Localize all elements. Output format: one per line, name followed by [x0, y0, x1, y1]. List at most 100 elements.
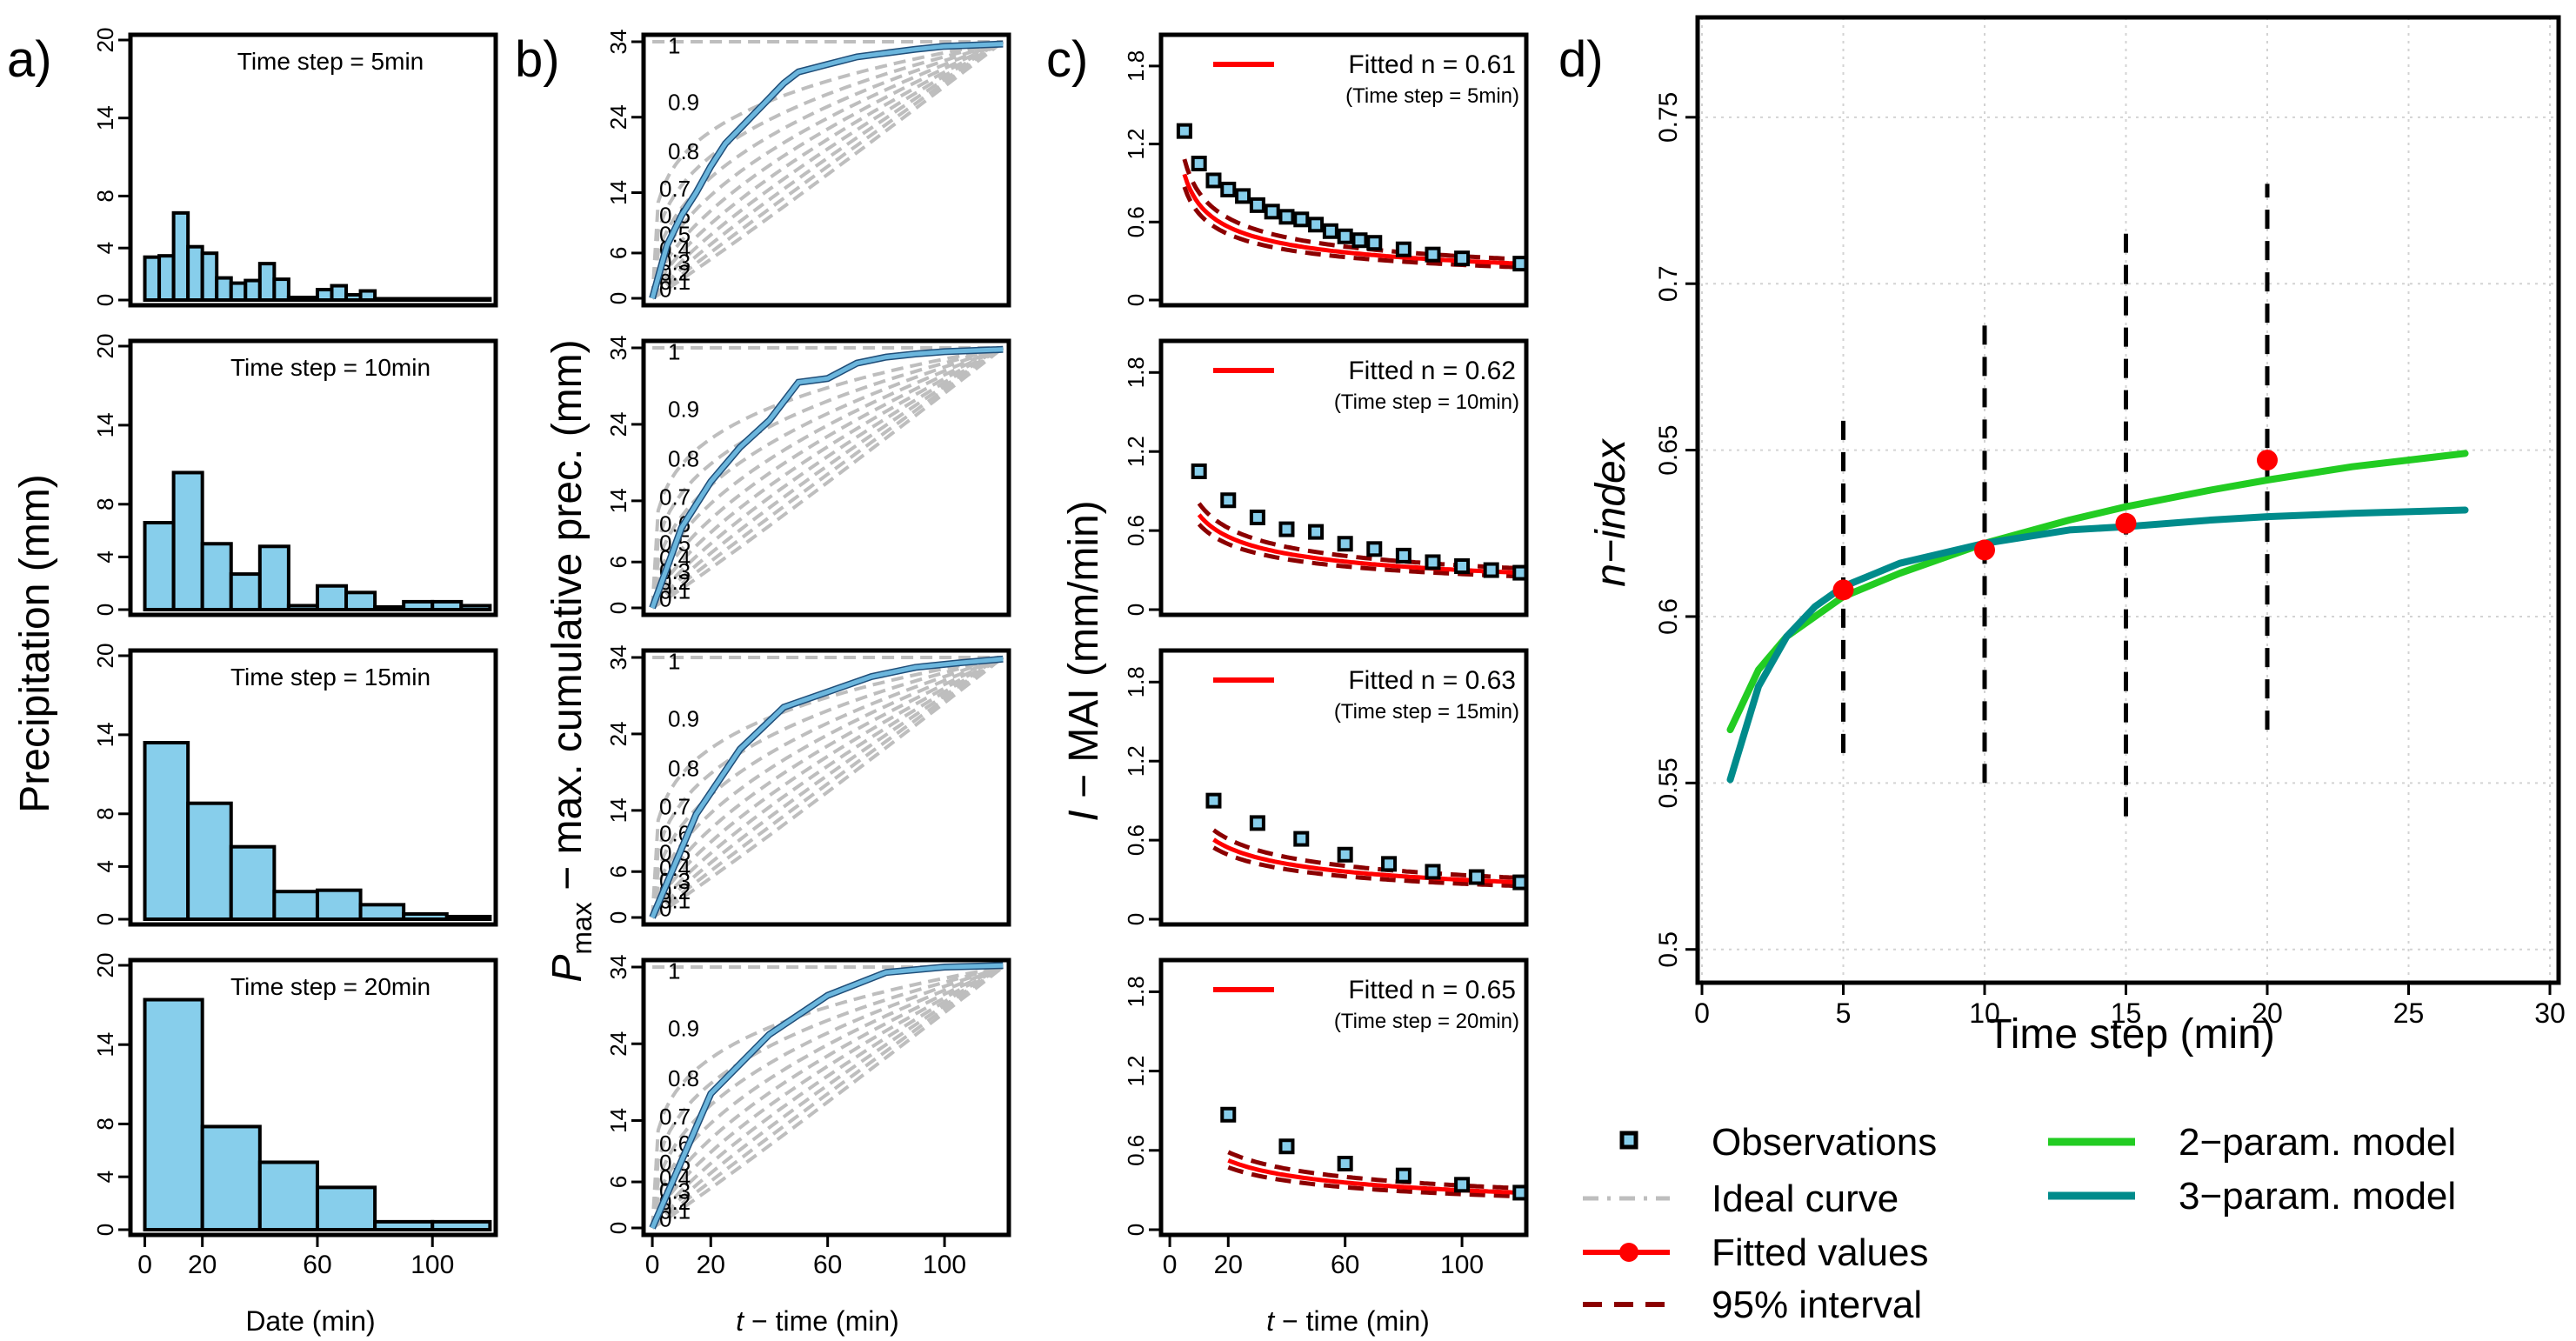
observation-point	[1381, 856, 1398, 872]
panel-b-ytick-label: 6	[605, 556, 631, 568]
ideal-curve-label: 1	[668, 338, 680, 364]
panel-d-xtick-label: 20	[2252, 997, 2283, 1029]
legend-fitted-label: Fitted values	[1712, 1231, 1928, 1274]
panel-d-xtick-label: 10	[1969, 997, 2000, 1029]
panel-b-xtick-label: 60	[813, 1251, 842, 1279]
panel-b-ytick-label: 0	[605, 1222, 631, 1234]
ideal-curve	[651, 965, 1004, 1230]
observed-curve	[650, 963, 1004, 1229]
histogram-bar	[200, 1124, 262, 1231]
panel-c-legend-label: Fitted n = 0.63	[1348, 666, 1516, 695]
ideal-curve-label: 0.8	[668, 138, 699, 164]
panel-a-ytick-label: 20	[92, 334, 118, 359]
observed-curve	[650, 42, 1004, 299]
panel-c-ytick-label: 1.2	[1123, 436, 1149, 467]
panel-c-xlabel: t − time (min)	[1266, 1305, 1430, 1337]
observation-point	[1366, 235, 1383, 251]
panel-b-ytick-label: 24	[605, 411, 631, 437]
observation-point	[1205, 792, 1222, 809]
panel-b-ytick-label: 0	[605, 292, 631, 304]
observed-curve	[650, 347, 1004, 609]
panel-a-ytick-label: 0	[92, 294, 118, 306]
panel-b-ylabel-sub: max	[566, 902, 597, 954]
observation-point	[1264, 203, 1280, 220]
panel-a-frame	[128, 338, 498, 617]
panel-c-ylabel-text: MAI (mm/min)	[1061, 500, 1107, 762]
histogram-bar	[315, 288, 334, 303]
panel-c-ytick-label: 1.8	[1123, 50, 1149, 82]
panel-label-d: d)	[1558, 31, 1604, 88]
ideal-curve	[651, 656, 1004, 919]
panel-c-plot-area	[1205, 792, 1526, 891]
panel-a-ytick-label: 14	[92, 722, 118, 747]
ideal-curve	[651, 346, 1004, 609]
panel-b-xtick-label: 20	[697, 1251, 725, 1279]
fitted-curve	[1227, 1158, 1521, 1195]
panel-b-ytick-label: 6	[605, 865, 631, 877]
ideal-curve-label: 1	[668, 648, 680, 674]
interval-upper	[1197, 502, 1521, 570]
legend-2param-label: 2−param. model	[2179, 1121, 2456, 1164]
ideal-curve-label: 1	[668, 32, 680, 58]
histogram-bar	[402, 297, 420, 303]
histogram-bar	[444, 297, 464, 303]
fitted-value-point	[2115, 512, 2137, 534]
panel-label-c: c)	[1046, 31, 1088, 88]
ideal-curve	[651, 656, 1004, 918]
ideal-curve	[651, 346, 1004, 610]
panel-c-frame	[1158, 957, 1529, 1238]
legend-ideal-label: Ideal curve	[1712, 1178, 1899, 1220]
panel-d-ytick-label: 0.75	[1654, 92, 1683, 143]
histogram-bar	[387, 297, 406, 303]
ideal-curve	[651, 40, 1004, 299]
fitted-value-point	[2257, 450, 2278, 471]
panel-d-ytick-label: 0.7	[1654, 265, 1683, 302]
observation-point	[1337, 1156, 1353, 1171]
ideal-curve-label: 0	[659, 585, 671, 611]
histogram-bar	[143, 255, 162, 303]
observation-point	[1483, 562, 1499, 578]
panel-a-ytick-label: 20	[92, 953, 118, 978]
panel-c-legend-note: (Time step = 15min)	[1334, 700, 1519, 724]
histogram-bar	[373, 604, 406, 611]
panel-a-ytick-label: 8	[92, 190, 118, 202]
panel-a-ytick-label: 20	[92, 28, 118, 53]
interval-lower	[1212, 845, 1521, 889]
panel-b-ylabel: Pmax − max. cumulative prec. (mm)	[544, 339, 597, 982]
histogram-bar	[244, 278, 262, 303]
panel-a-xtick-label: 20	[188, 1251, 217, 1279]
ideal-curve-label: 0.9	[668, 705, 699, 731]
panel-d-xtick-label: 5	[1836, 997, 1852, 1029]
panel-c-frame	[1158, 648, 1529, 927]
ideal-curve	[651, 40, 1004, 299]
panel-a-ytick-label: 4	[92, 550, 118, 563]
panel-b-ytick-label: 34	[605, 955, 631, 980]
histogram-bar	[257, 544, 290, 612]
panel-c-legend-label: Fitted n = 0.61	[1348, 50, 1516, 79]
ideal-curve	[651, 656, 1004, 918]
ideal-curve	[651, 40, 1004, 300]
interval-lower	[1227, 1164, 1521, 1199]
panel-c-legend-label: Fitted n = 0.62	[1348, 357, 1516, 385]
observation-point	[1278, 1138, 1295, 1155]
panel-d-xtick-label: 25	[2393, 997, 2425, 1029]
ideal-curve	[651, 965, 1004, 1229]
histogram-bar	[315, 1185, 377, 1231]
panel-b-ytick-label: 6	[605, 1176, 631, 1188]
observation-point	[1337, 846, 1353, 863]
ideal-curve-label: 0	[659, 277, 671, 303]
panel-c-legend-note: (Time step = 5min)	[1345, 84, 1519, 108]
panel-a-ytick-label: 14	[92, 412, 118, 437]
observation-point	[1220, 181, 1237, 197]
observation-point	[1176, 123, 1192, 139]
panel-c-plot-area	[1220, 1106, 1526, 1201]
histogram-bar	[430, 297, 449, 303]
observation-point	[1468, 869, 1485, 885]
histogram-bar	[143, 997, 204, 1232]
panel-a-ytick-label: 20	[92, 644, 118, 669]
ideal-curve-label: 0.7	[659, 1104, 691, 1130]
panel-c-xlabel-text: time (min)	[1306, 1305, 1430, 1337]
panel-b-ytick-label: 24	[605, 721, 631, 746]
panel-c-ytick-label: 0.6	[1123, 1135, 1149, 1166]
